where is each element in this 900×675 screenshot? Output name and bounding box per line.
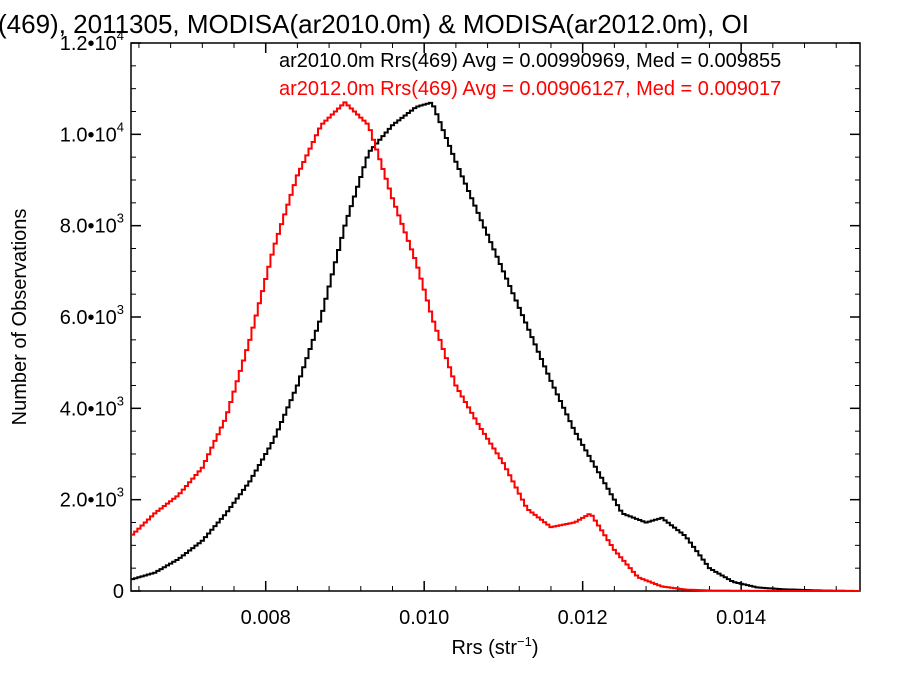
x-tick-label: 0.012 <box>558 607 608 629</box>
series-line-ar2012 <box>131 101 860 592</box>
legend: ar2010.0m Rrs(469) Avg = 0.00990969, Med… <box>279 50 781 100</box>
y-tick-label: 8.0•103 <box>60 211 124 238</box>
axis-ticks: 0.008 0.010 0.012 0.014 0 2.0•103 4.0•103 6.0•1… <box>60 28 860 629</box>
y-tick-label: 6.0•103 <box>60 302 124 329</box>
y-tick-label: 4.0•103 <box>60 393 124 420</box>
x-tick-label: 0.014 <box>716 607 766 629</box>
y-tick-label: 0 <box>113 581 124 603</box>
x-axis-label: Rrs (str−1) <box>451 634 538 659</box>
legend-entry-ar2010: ar2010.0m Rrs(469) Avg = 0.00990969, Med… <box>279 50 781 72</box>
y-tick-label: 2.0•103 <box>60 485 124 512</box>
x-tick-label: 0.010 <box>399 607 449 629</box>
chart-title: (469), 2011305, MODISA(ar2010.0m) & MODI… <box>0 9 749 39</box>
y-tick-label: 1.0•104 <box>60 119 124 146</box>
y-tick-label: 1.2•104 <box>60 28 124 55</box>
series-line-ar2010 <box>131 101 860 592</box>
plot-frame <box>130 42 861 592</box>
y-axis-label: Number of Observations <box>9 209 31 426</box>
series-layer <box>131 101 860 592</box>
x-tick-label: 0.008 <box>241 607 291 629</box>
legend-entry-ar2012: ar2012.0m Rrs(469) Avg = 0.00906127, Med… <box>279 78 781 100</box>
